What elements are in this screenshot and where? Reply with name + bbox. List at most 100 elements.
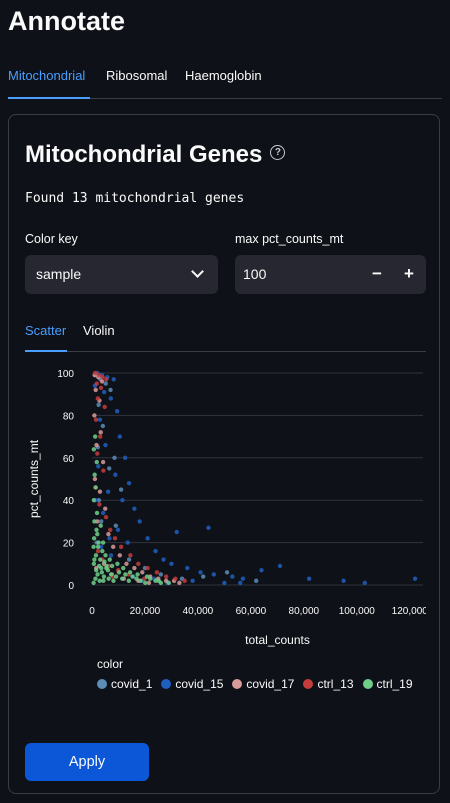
scatter-point — [93, 417, 99, 422]
scatter-point — [198, 570, 203, 575]
x-axis-label: total_counts — [245, 633, 310, 647]
apply-button[interactable]: Apply — [25, 743, 149, 781]
scatter-point — [259, 567, 264, 573]
scatter-point — [96, 464, 101, 469]
color-key-select[interactable]: sample — [25, 255, 218, 294]
scatter-point — [96, 402, 101, 407]
x-tick-label: 60,000 — [236, 606, 267, 617]
scatter-point — [117, 434, 123, 439]
scatter-point — [97, 417, 103, 422]
scatter-point — [143, 580, 148, 586]
tab-ribosomal[interactable]: Ribosomal — [106, 68, 168, 83]
question-circle-icon[interactable]: ? — [270, 145, 286, 161]
scatter-point — [107, 466, 112, 471]
scatter-point — [137, 519, 142, 524]
scatter-point — [105, 489, 111, 494]
scatter-point — [99, 519, 104, 524]
legend-swatch — [161, 678, 172, 689]
scatter-point — [94, 510, 100, 516]
scatter-point — [100, 548, 105, 554]
scatter-plot[interactable]: 0 20 40 60 80 100 0 20,000 40,000 60,000 80,000 100… — [25, 365, 426, 725]
scatter-point — [174, 529, 179, 535]
decrement-button[interactable]: − — [372, 264, 382, 283]
color-key-value: sample — [36, 266, 82, 282]
scatter-point — [98, 430, 103, 435]
scatter-point — [96, 498, 102, 503]
scatter-point — [341, 578, 346, 583]
scatter-point — [93, 553, 99, 558]
legend-item[interactable]: ctrl_19 — [362, 677, 413, 691]
scatter-point — [306, 576, 312, 581]
active-view-indicator — [25, 350, 67, 352]
scatter-point — [108, 527, 113, 533]
scatter-point — [92, 434, 98, 439]
scatter-point — [114, 408, 120, 414]
scatter-point — [123, 572, 128, 577]
scatter-point — [95, 572, 100, 577]
scatter-point — [95, 544, 101, 550]
scatter-point — [98, 523, 103, 528]
scatter-point — [98, 557, 103, 562]
scatter-point — [145, 565, 150, 571]
increment-button[interactable]: + — [404, 264, 414, 283]
scatter-point — [119, 576, 125, 581]
scatter-point — [93, 387, 98, 393]
scatter-point — [121, 565, 126, 571]
scatter-point — [107, 536, 112, 541]
scatter-point — [144, 574, 150, 579]
max-pct-label: max pct_counts_mt — [235, 232, 344, 246]
scatter-point — [163, 574, 169, 579]
scatter-point — [96, 372, 102, 378]
scatter-point — [136, 561, 141, 566]
legend-item[interactable]: covid_1 — [97, 677, 152, 691]
tab-scatter[interactable]: Scatter — [25, 323, 67, 338]
scatter-point — [98, 385, 104, 391]
scatter-point — [103, 514, 109, 520]
scatter-point — [362, 580, 367, 586]
scatter-point — [97, 578, 102, 583]
legend-label: covid_1 — [111, 677, 153, 691]
scatter-point — [132, 506, 137, 511]
scatter-point — [148, 576, 153, 581]
legend-swatch — [97, 678, 107, 689]
legend-item[interactable]: ctrl_13 — [303, 677, 354, 691]
scatter-point — [127, 570, 133, 575]
scatter-point — [158, 572, 164, 577]
tab-violin[interactable]: Violin — [83, 323, 115, 338]
max-pct-input[interactable]: 100 − + — [235, 255, 426, 294]
section-title-text: Mitochondrial Genes — [25, 141, 263, 168]
legend-item[interactable]: covid_15 — [161, 677, 223, 691]
scatter-point — [156, 578, 161, 583]
scatter-point — [224, 570, 230, 575]
scatter-point — [126, 481, 132, 486]
legend-item[interactable]: covid_17 — [232, 677, 294, 691]
scatter-point — [134, 576, 139, 581]
scatter-point — [91, 498, 97, 503]
scatter-point — [110, 544, 116, 550]
legend-swatch — [303, 678, 314, 689]
scatter-point — [211, 572, 217, 577]
x-tick-label: 100,000 — [339, 606, 376, 617]
tab-mitochondrial[interactable]: Mitochondrial — [8, 68, 86, 83]
tab-haemoglobin[interactable]: Haemoglobin — [185, 68, 262, 83]
x-tick-label: 0 — [89, 606, 95, 617]
scatter-point — [91, 447, 97, 452]
scatter-point — [130, 574, 135, 579]
scatter-point — [108, 553, 114, 558]
scatter-point — [103, 506, 108, 511]
scatter-point — [101, 578, 106, 583]
scatter-point — [230, 574, 235, 579]
scatter-point — [126, 578, 132, 583]
scatter-point — [190, 578, 195, 583]
scatter-point — [169, 561, 174, 566]
scatter-point — [161, 557, 166, 562]
scatter-point — [100, 423, 106, 429]
scatter-point — [91, 580, 96, 586]
scatter-point — [109, 563, 115, 569]
scatter-point — [126, 557, 132, 562]
scatter-point — [106, 531, 111, 537]
y-tick-label: 80 — [63, 411, 75, 422]
x-tick-label: 40,000 — [183, 606, 214, 617]
scatter-point — [238, 580, 243, 586]
scatter-point — [111, 578, 116, 583]
